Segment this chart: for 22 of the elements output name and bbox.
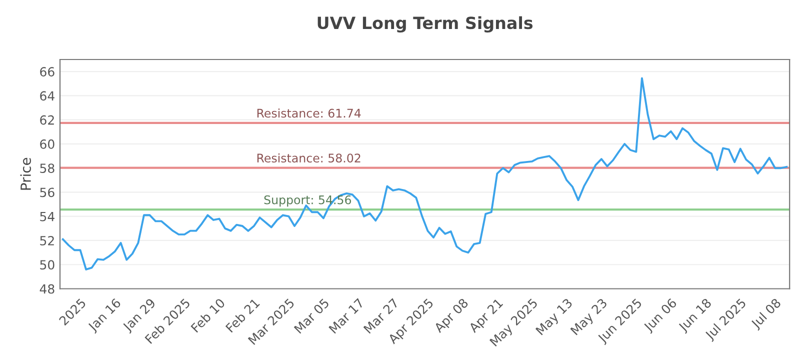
- y-axis-title: Price: [20, 158, 31, 190]
- x-tick-label: Mar 17: [328, 298, 364, 334]
- y-tick-label: 58: [40, 164, 54, 174]
- x-tick-label: Jul 08: [750, 298, 784, 331]
- line-series: [62, 77, 788, 270]
- x-tick-label: Apr 08: [433, 298, 470, 335]
- x-tick-label: Jun 06: [642, 298, 679, 334]
- x-tick-label: Feb 10: [190, 298, 226, 333]
- ref-line-label: Resistance: 61.74: [257, 108, 361, 118]
- ref-line-label: Resistance: 58.02: [257, 153, 360, 163]
- y-tick-label: 48: [40, 284, 54, 294]
- y-tick-label: 62: [40, 115, 54, 125]
- y-tick-label: 52: [40, 236, 54, 246]
- y-tick-label: 66: [40, 67, 54, 76]
- y-tick-label: 50: [40, 260, 54, 270]
- y-tick-label: 56: [40, 188, 54, 198]
- y-tick-label: 54: [40, 212, 54, 222]
- x-tick-label: Jan 16: [87, 298, 123, 334]
- x-tick-label: Mar 05: [294, 298, 330, 334]
- y-tick-label: 64: [40, 91, 54, 101]
- y-tick-label: 60: [40, 139, 54, 149]
- chart-title: UVV Long Term Signals: [318, 16, 533, 33]
